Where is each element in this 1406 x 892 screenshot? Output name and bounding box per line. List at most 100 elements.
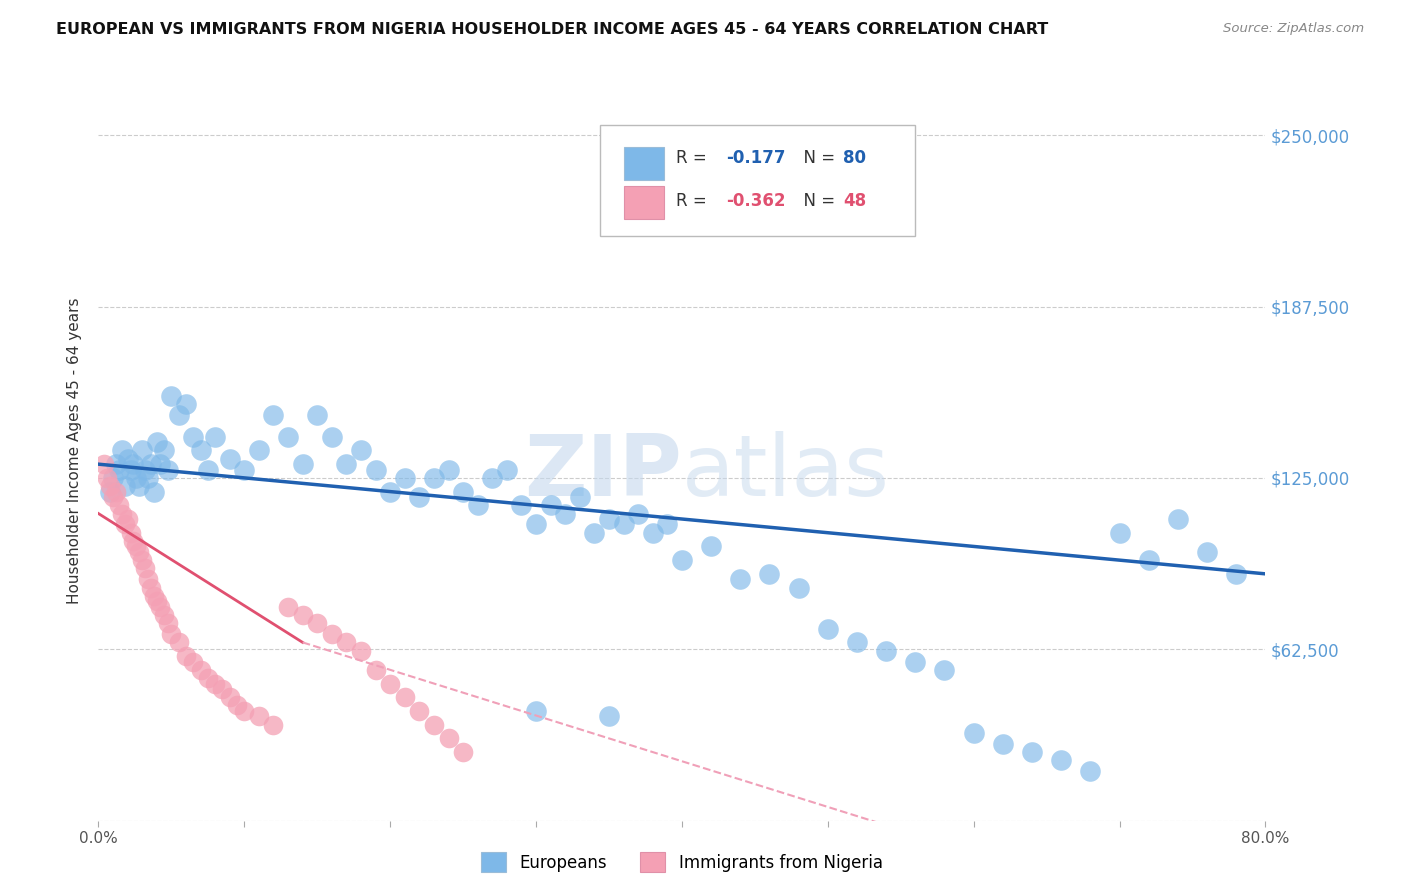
Point — [204, 430, 226, 444]
Point — [291, 457, 314, 471]
Point — [157, 463, 180, 477]
Text: -0.362: -0.362 — [727, 192, 786, 210]
Point — [524, 704, 547, 718]
Text: N =: N = — [793, 149, 841, 167]
Point — [142, 589, 165, 603]
Point — [149, 457, 172, 471]
Point — [131, 553, 153, 567]
Point — [364, 463, 387, 477]
Point — [700, 540, 723, 554]
Point — [321, 430, 343, 444]
Y-axis label: Householder Income Ages 45 - 64 years: Householder Income Ages 45 - 64 years — [67, 297, 83, 604]
Point — [149, 599, 172, 614]
Point — [321, 627, 343, 641]
Point — [101, 471, 124, 485]
Text: R =: R = — [676, 149, 717, 167]
Point — [174, 649, 197, 664]
Point — [226, 698, 249, 713]
Point — [481, 471, 503, 485]
Legend: Europeans, Immigrants from Nigeria: Europeans, Immigrants from Nigeria — [474, 846, 890, 879]
Point — [197, 463, 219, 477]
Point — [120, 463, 142, 477]
Point — [262, 408, 284, 422]
Point — [627, 507, 650, 521]
Point — [787, 581, 810, 595]
Point — [122, 533, 145, 548]
Point — [524, 517, 547, 532]
Text: Source: ZipAtlas.com: Source: ZipAtlas.com — [1223, 22, 1364, 36]
Point — [181, 655, 204, 669]
Point — [128, 479, 150, 493]
Point — [540, 498, 562, 512]
Point — [496, 463, 519, 477]
Text: atlas: atlas — [682, 431, 890, 514]
Point — [423, 471, 446, 485]
Point — [146, 435, 169, 450]
Point — [139, 581, 162, 595]
Point — [153, 443, 176, 458]
Point — [657, 517, 679, 532]
Point — [181, 430, 204, 444]
Point — [904, 655, 927, 669]
Point — [350, 443, 373, 458]
Point — [408, 490, 430, 504]
Text: N =: N = — [793, 192, 841, 210]
Point — [111, 507, 134, 521]
Point — [262, 717, 284, 731]
Point — [101, 490, 124, 504]
Point — [451, 484, 474, 499]
Point — [136, 471, 159, 485]
Point — [1080, 764, 1102, 779]
Point — [233, 704, 256, 718]
Text: -0.177: -0.177 — [727, 149, 786, 167]
Point — [671, 553, 693, 567]
Point — [136, 572, 159, 586]
Point — [291, 607, 314, 622]
Point — [218, 451, 240, 466]
Point — [423, 717, 446, 731]
Point — [131, 443, 153, 458]
Point — [1195, 545, 1218, 559]
Point — [730, 572, 752, 586]
Point — [247, 709, 270, 723]
Point — [817, 622, 839, 636]
Point — [98, 484, 121, 499]
Point — [139, 457, 162, 471]
Point — [134, 463, 156, 477]
Point — [598, 512, 620, 526]
Text: EUROPEAN VS IMMIGRANTS FROM NIGERIA HOUSEHOLDER INCOME AGES 45 - 64 YEARS CORREL: EUROPEAN VS IMMIGRANTS FROM NIGERIA HOUS… — [56, 22, 1049, 37]
Point — [598, 709, 620, 723]
Point — [335, 457, 357, 471]
Point — [1050, 753, 1073, 767]
Point — [96, 471, 118, 485]
Point — [98, 479, 121, 493]
Point — [108, 463, 131, 477]
Point — [122, 457, 145, 471]
Point — [451, 745, 474, 759]
Point — [1108, 525, 1130, 540]
Point — [408, 704, 430, 718]
FancyBboxPatch shape — [624, 186, 665, 219]
Point — [120, 525, 142, 540]
Point — [114, 479, 136, 493]
Text: 48: 48 — [844, 192, 866, 210]
Point — [380, 676, 402, 690]
Point — [612, 517, 634, 532]
Point — [134, 561, 156, 575]
Point — [153, 607, 176, 622]
Point — [437, 731, 460, 746]
Point — [157, 616, 180, 631]
Point — [307, 616, 329, 631]
Point — [108, 498, 131, 512]
Point — [364, 663, 387, 677]
Point — [190, 443, 212, 458]
Point — [307, 408, 329, 422]
Point — [934, 663, 956, 677]
Point — [583, 525, 606, 540]
Point — [146, 594, 169, 608]
Point — [160, 627, 183, 641]
Point — [211, 681, 233, 696]
FancyBboxPatch shape — [600, 125, 915, 235]
Point — [394, 471, 416, 485]
Point — [846, 635, 869, 649]
